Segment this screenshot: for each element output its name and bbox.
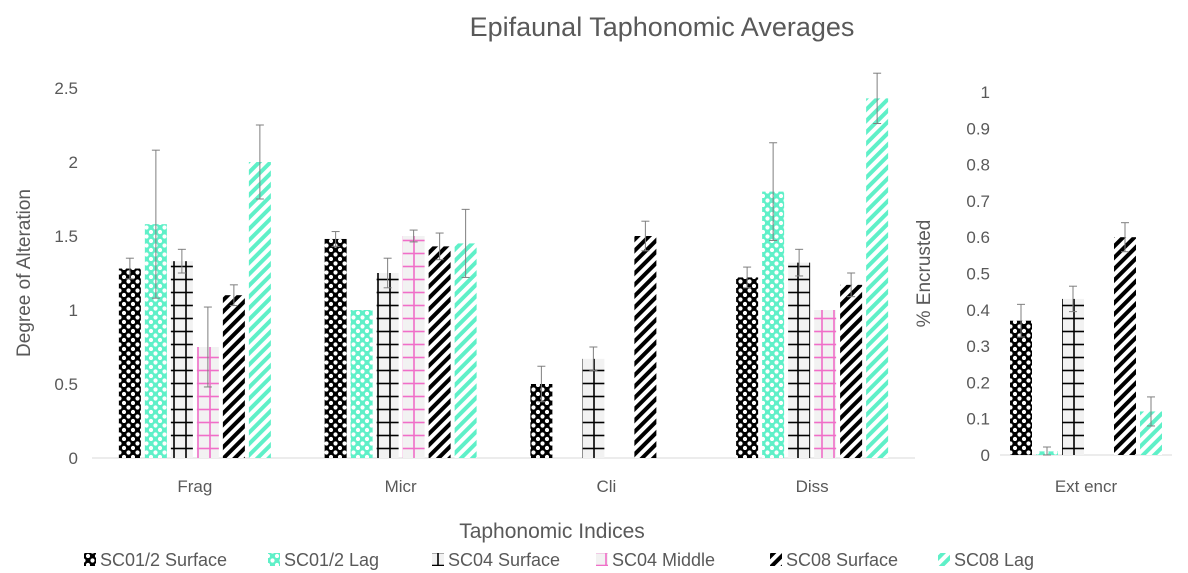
bar-sc04-middle-diss	[814, 310, 837, 458]
error-bar-sc01-2-lag-diss	[769, 142, 778, 241]
y-tick-label: 0.8	[966, 156, 990, 175]
bar-sc08-lag-frag	[248, 162, 271, 458]
bar-sc04-surface-cli	[582, 358, 605, 458]
legend-label: SC08 Lag	[954, 550, 1034, 570]
y-tick-label: 0.7	[966, 192, 990, 211]
error-bar-sc01-2-surface-ext-encr	[1017, 303, 1025, 338]
legend-swatch	[432, 553, 444, 566]
legend-item-sc04-surface: SC04 Surface	[432, 550, 560, 570]
x-axis-label: Taphonomic Indices	[459, 520, 645, 543]
error-bar-sc08-surface-frag	[229, 284, 238, 307]
legend-swatch	[268, 553, 280, 566]
legend-item-sc01-2-surface: SC01/2 Surface	[84, 550, 227, 570]
legend-item-sc08-surface: SC08 Surface	[770, 550, 898, 570]
y-tick-label: 0	[69, 449, 78, 468]
y-axis-label: Degree of Alteration	[14, 189, 35, 357]
error-bar-sc04-surface-ext-encr	[1069, 285, 1077, 313]
y-tick-label: 0.2	[966, 373, 990, 392]
y-tick-label: 0.5	[54, 375, 78, 394]
legend-swatch	[770, 553, 782, 566]
x-tick-label: Frag	[177, 477, 212, 496]
bar-sc04-middle-micr	[402, 236, 425, 458]
bar-sc01-2-surface-ext-encr	[1010, 320, 1032, 455]
error-bar-sc01-2-surface-micr	[331, 231, 340, 247]
error-bar-sc01-2-surface-cli	[537, 365, 546, 403]
bar-sc01-2-surface-frag	[118, 268, 141, 458]
legend-label: SC04 Surface	[448, 550, 560, 570]
y-tick-label: 0	[981, 446, 990, 465]
bar-sc08-surface-cli	[634, 236, 657, 458]
legend: SC01/2 Surface SC01/2 Lag SC04 Surface SC04…	[84, 550, 1034, 570]
legend-item-sc04-middle: SC04 Middle	[596, 550, 715, 570]
error-bar-sc04-surface-frag	[177, 248, 186, 274]
y-tick-label: 0.4	[966, 301, 990, 320]
x-tick-label: Micr	[385, 477, 417, 496]
error-bar-sc08-surface-cli	[641, 220, 650, 252]
y-tick-label: 0.3	[966, 337, 990, 356]
legend-label: SC01/2 Surface	[100, 550, 227, 570]
error-bar-sc08-lag-ext-encr	[1147, 396, 1155, 427]
y-tick-label: 1.5	[54, 227, 78, 246]
error-bar-sc04-surface-micr	[383, 257, 392, 289]
bar-sc08-lag-ext-encr	[1140, 411, 1162, 455]
panel-2: % Encrusted 0 0.1 0.2 0.3 0.4 0.5 0.6 0.7 0.8 0.9 1…	[914, 83, 1172, 496]
y-axis-label: % Encrusted	[914, 220, 935, 328]
error-bar-sc01-2-lag-frag	[151, 149, 160, 299]
y-tick-label: 2.5	[54, 79, 78, 98]
error-bar-sc08-lag-frag	[255, 124, 264, 200]
y-tick-label: 1	[69, 301, 78, 320]
bar-sc01-2-lag-micr	[350, 310, 373, 458]
y-tick-label: 2	[69, 153, 78, 172]
bar-sc08-surface-diss	[840, 284, 863, 458]
legend-item-sc08-lag: SC08 Lag	[938, 550, 1034, 570]
bar-sc08-surface-frag	[222, 295, 245, 458]
bar-sc08-surface-micr	[428, 246, 451, 458]
y-tick-label: 0.9	[966, 119, 990, 138]
error-bar-sc08-surface-micr	[435, 232, 444, 261]
bar-sc04-surface-frag	[170, 261, 193, 458]
y-tick-label: 0.6	[966, 228, 990, 247]
y-tick-label: 0.5	[966, 265, 990, 284]
bar-sc04-surface-ext-encr	[1062, 298, 1084, 455]
y-tick-label: 1	[981, 83, 990, 102]
legend-label: SC08 Surface	[786, 550, 898, 570]
legend-item-sc01-2-lag: SC01/2 Lag	[268, 550, 379, 570]
error-bar-sc08-surface-diss	[847, 272, 856, 298]
bar-sc01-2-surface-cli	[530, 384, 553, 458]
legend-swatch	[84, 553, 96, 566]
x-tick-label: Ext encr	[1055, 477, 1118, 496]
bar-sc04-surface-diss	[788, 262, 811, 458]
error-bar-sc08-surface-ext-encr	[1121, 222, 1129, 253]
legend-label: SC01/2 Lag	[284, 550, 379, 570]
bar-sc04-surface-micr	[376, 273, 399, 458]
plot-panels: Degree of Alteration 0 0.5 1 1.5 2 2.5 Frag Micr…	[14, 72, 1172, 496]
legend-swatch	[938, 553, 950, 566]
bar-sc01-2-lag-diss	[762, 191, 785, 458]
legend-swatch	[596, 553, 608, 566]
bar-sc01-2-lag-frag	[144, 224, 167, 458]
error-bar-sc04-surface-diss	[795, 248, 804, 277]
y-tick-label: 0.1	[966, 410, 990, 429]
error-bar-sc04-middle-frag	[203, 306, 212, 388]
bar-sc08-lag-micr	[454, 243, 477, 458]
error-bar-sc04-surface-cli	[589, 346, 598, 372]
error-bar-sc01-2-lag-ext-encr	[1043, 446, 1051, 456]
error-bar-sc08-lag-diss	[873, 72, 882, 125]
chart-title: Epifaunal Taphonomic Averages	[470, 12, 855, 42]
legend-label: SC04 Middle	[612, 550, 715, 570]
panel-1: Degree of Alteration 0 0.5 1 1.5 2 2.5 Frag Micr…	[14, 72, 915, 496]
bar-sc01-2-surface-micr	[324, 238, 347, 458]
error-bar-sc01-2-surface-frag	[125, 257, 134, 280]
error-bar-sc04-middle-micr	[409, 229, 418, 243]
error-bar-sc01-2-surface-diss	[743, 266, 752, 289]
error-bar-sc08-lag-micr	[461, 208, 470, 278]
bar-sc08-lag-diss	[866, 98, 889, 459]
bar-sc08-surface-ext-encr	[1114, 237, 1136, 455]
x-tick-label: Cli	[596, 477, 616, 496]
bar-sc01-2-surface-diss	[736, 277, 759, 458]
x-tick-label: Diss	[796, 477, 829, 496]
bar-sc04-middle-frag	[196, 347, 219, 458]
